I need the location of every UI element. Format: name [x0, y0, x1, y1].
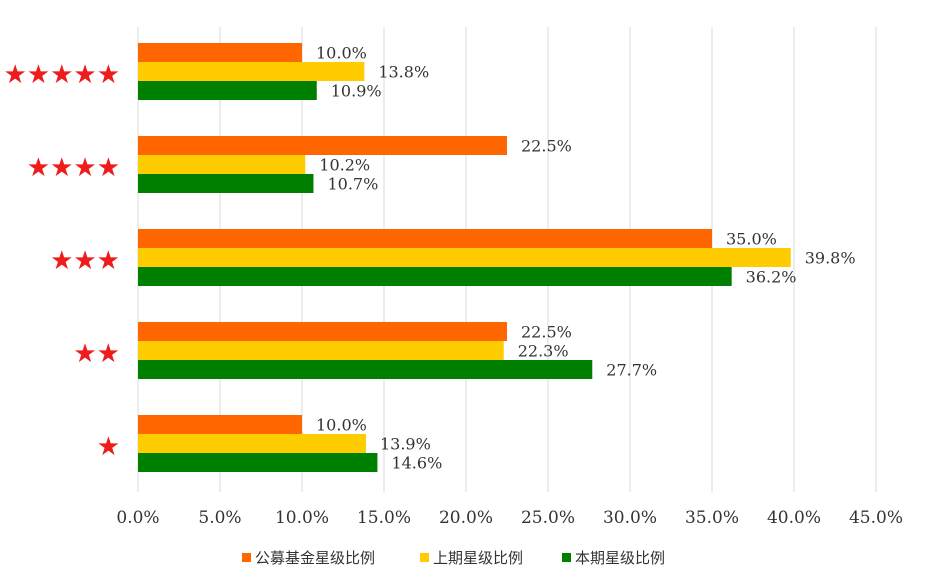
data-label: 10.9% [331, 82, 382, 101]
bar-2-3 [138, 248, 791, 267]
bar-3-2 [138, 174, 314, 193]
x-tick-label: 30.0% [603, 508, 657, 528]
category-label: ★★ [73, 339, 120, 369]
x-tick-label: 35.0% [685, 508, 739, 528]
data-label: 10.0% [316, 44, 367, 63]
data-label: 36.2% [746, 268, 797, 287]
legend-label: 上期星级比例 [433, 549, 523, 567]
data-label: 10.7% [327, 175, 378, 194]
data-label: 10.2% [319, 156, 370, 175]
data-label: 10.0% [316, 416, 367, 435]
bar-1-5 [138, 415, 302, 434]
data-label: 22.5% [521, 137, 572, 156]
bar-1-3 [138, 229, 712, 248]
legend-swatch [242, 553, 251, 562]
legend-swatch [562, 553, 571, 562]
bar-1-4 [138, 322, 507, 341]
category-label: ★★★ [50, 246, 120, 276]
data-label: 13.9% [380, 435, 431, 454]
legend: 公募基金星级比例 上期星级比例 本期星级比例 [242, 549, 665, 567]
legend-label: 本期星级比例 [575, 549, 665, 567]
x-tick-label: 45.0% [849, 508, 903, 528]
data-label: 22.3% [518, 342, 569, 361]
bar-1-2 [138, 136, 507, 155]
category-label: ★★★★ [27, 153, 120, 183]
bar-3-3 [138, 267, 732, 286]
bar-2-4 [138, 341, 504, 360]
x-tick-label: 0.0% [116, 508, 159, 528]
bar-3-1 [138, 81, 317, 100]
data-label: 39.8% [805, 249, 856, 268]
bars [138, 43, 791, 472]
data-label: 14.6% [391, 454, 442, 473]
category-labels: ★★★★★★★★★★★★★★★ [3, 60, 120, 462]
bar-2-2 [138, 155, 306, 174]
x-tick-label: 15.0% [357, 508, 411, 528]
category-label: ★★★★★ [3, 60, 120, 90]
x-tick-label: 40.0% [767, 508, 821, 528]
legend-label: 公募基金星级比例 [255, 549, 375, 567]
bar-3-5 [138, 453, 378, 472]
x-tick-label: 5.0% [198, 508, 241, 528]
bar-1-1 [138, 43, 302, 62]
bar-3-4 [138, 360, 593, 379]
x-tick-label: 25.0% [521, 508, 575, 528]
data-label: 22.5% [521, 323, 572, 342]
data-labels: 10.0% 13.8%10.9% 22.5% 10.2%10.7% 35.0% 39.8%… [316, 44, 856, 473]
data-label: 13.8% [378, 63, 429, 82]
data-label: 35.0% [726, 230, 777, 249]
data-label: 27.7% [606, 361, 657, 380]
x-tick-label: 10.0% [275, 508, 329, 528]
x-axis-tick-labels: 0.0% 5.0% 10.0% 15.0% 20.0% 25.0% 30.0% 35.0% 40… [116, 508, 903, 528]
bar-2-5 [138, 434, 366, 453]
bar-2-1 [138, 62, 365, 81]
category-label: ★ [97, 432, 120, 462]
x-tick-label: 20.0% [439, 508, 493, 528]
legend-swatch [420, 553, 429, 562]
